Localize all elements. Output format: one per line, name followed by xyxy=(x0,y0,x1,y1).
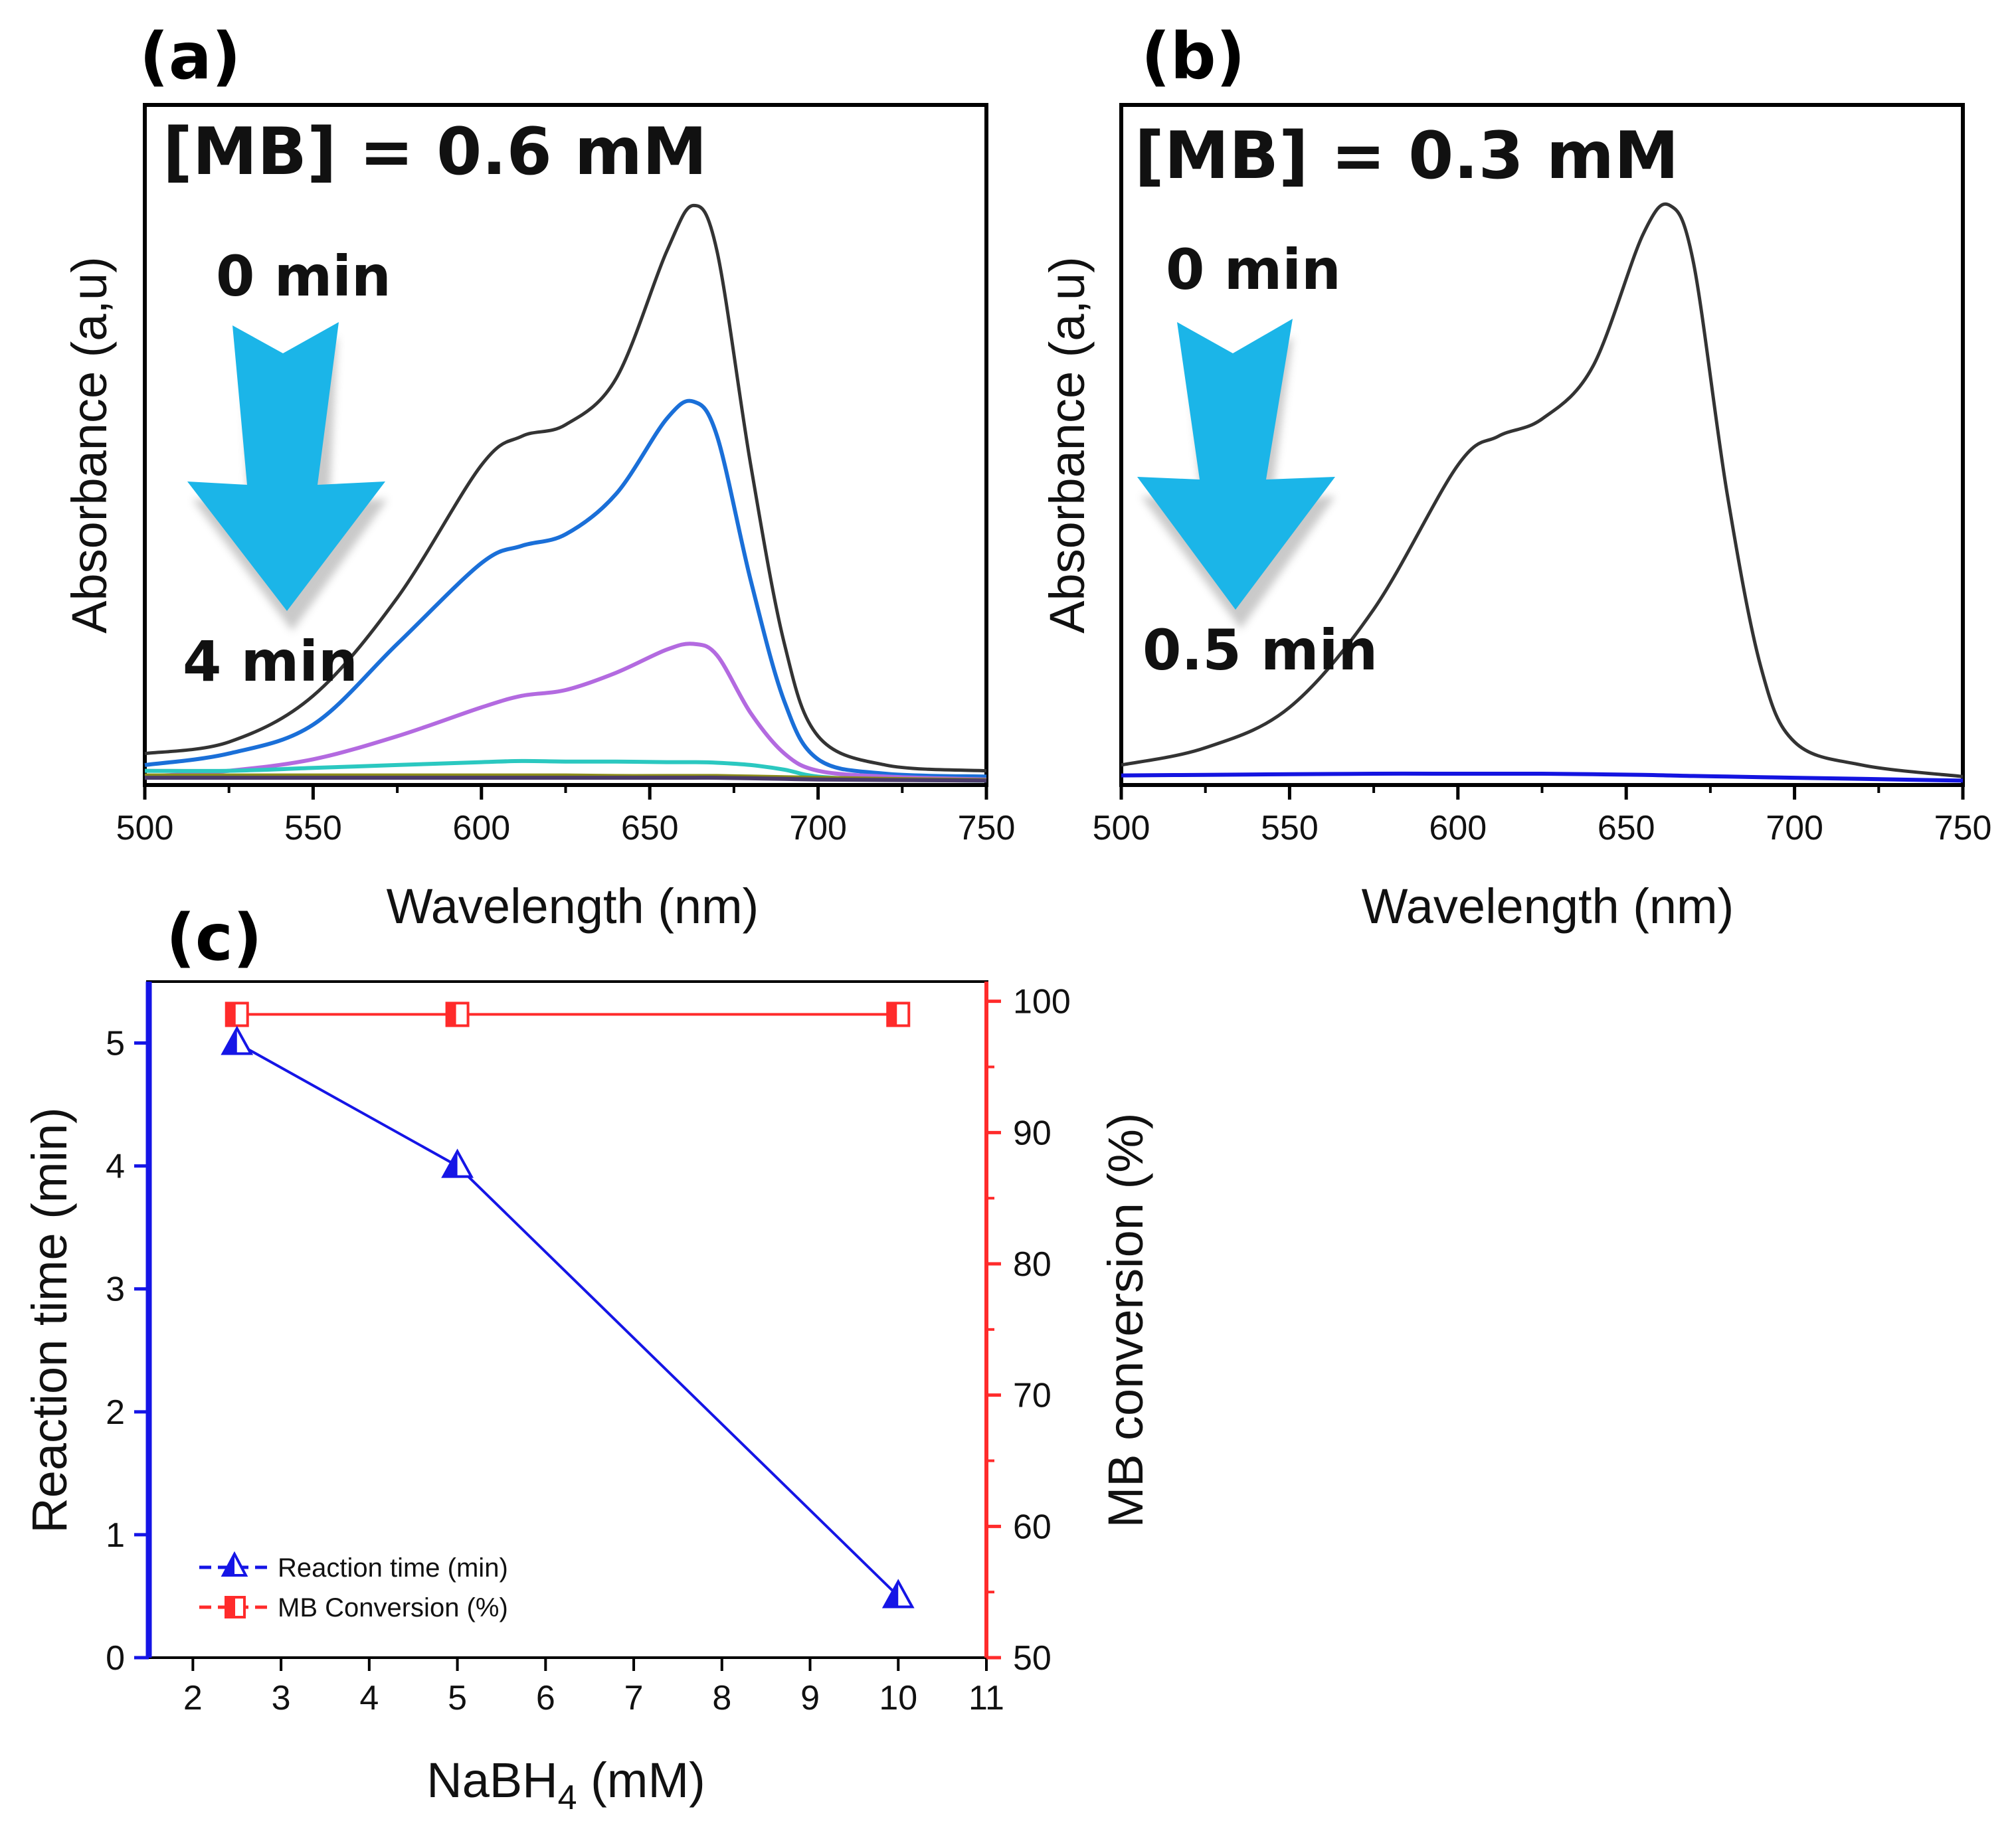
panel-c-left-tick-label: 1 xyxy=(106,1516,125,1555)
panel-c-left-tick-label: 0 xyxy=(106,1639,125,1678)
panel-c-legend: Reaction time (min) MB Conversion (%) xyxy=(199,1551,508,1622)
panel-b-x-tick-label: 600 xyxy=(1429,809,1487,847)
panel-c-x-axis-title-main: NaBH xyxy=(426,1753,557,1808)
legend-triangle-fill-icon xyxy=(223,1554,234,1575)
panel-c-right-tick-label: 80 xyxy=(1013,1245,1052,1284)
panel-c-x-tick-label: 8 xyxy=(712,1679,731,1717)
panel-a-x-tick-label: 650 xyxy=(621,809,679,847)
panel-c-x-tick-label: 11 xyxy=(968,1679,1004,1717)
legend-conversion-label: MB Conversion (%) xyxy=(278,1593,508,1622)
panel-b-x-axis-title: Wavelength (nm) xyxy=(1362,879,1734,934)
panel-c-conversion-marker-fill xyxy=(887,1003,897,1026)
panel-a-concentration: [MB] = 0.6 mM xyxy=(163,114,707,190)
legend-square-fill-icon xyxy=(226,1597,235,1617)
panel-c: (c) 2 3 4 5 6 7 8 9 10 11 0 1 2 3 4 5 50 60 70 80 90 100 Reac… xyxy=(22,901,1153,1817)
panel-c-left-axis-title: Reaction time (min) xyxy=(22,1107,77,1533)
panel-b-x-tick-label: 650 xyxy=(1598,809,1655,847)
panel-b-x-tick-label: 700 xyxy=(1766,809,1823,847)
panel-a-y-axis-title: Absorbance (a,u) xyxy=(62,256,117,634)
panel-c-label: (c) xyxy=(166,901,262,975)
panel-c-reaction-time-line xyxy=(236,1041,899,1597)
panel-c-left-tick-label: 2 xyxy=(106,1393,125,1432)
panel-c-x-tick-label: 4 xyxy=(359,1679,379,1717)
panel-b-x-tick-label: 500 xyxy=(1093,809,1150,847)
panel-b-curve-0 xyxy=(1121,202,1964,778)
panel-b-end-time: 0.5 min xyxy=(1143,618,1378,683)
panel-a-x-tick-label: 750 xyxy=(958,809,1016,847)
panel-a-x-ticks: 500 550 600 650 700 750 xyxy=(116,785,1016,847)
panel-a-x-tick-label: 550 xyxy=(284,809,342,847)
panel-a-arrow-icon xyxy=(187,322,387,631)
panel-b-down-arrow-icon xyxy=(1137,319,1335,610)
panel-b-x-tick-label: 750 xyxy=(1934,809,1992,847)
panel-a: (a) 500 550 600 650 700 750 [MB] = 0.6 mM 0 m… xyxy=(62,19,1015,934)
panel-c-x-tick-label: 6 xyxy=(536,1679,555,1717)
panel-b-start-time: 0 min xyxy=(1166,237,1341,302)
panel-b-curve-1 xyxy=(1121,771,1964,783)
panel-a-curves xyxy=(144,203,987,783)
panel-b-arrow-icon xyxy=(1137,319,1335,629)
panel-c-x-tick-label: 3 xyxy=(272,1679,291,1717)
panel-c-right-tick-label: 90 xyxy=(1013,1114,1052,1152)
panel-c-x-tick-label: 2 xyxy=(183,1679,203,1717)
panel-c-right-tick-label: 70 xyxy=(1013,1377,1052,1415)
panel-c-reaction-time-marker-fill xyxy=(443,1151,458,1177)
panel-a-end-time: 4 min xyxy=(183,629,358,694)
panel-c-x-tick-label: 7 xyxy=(624,1679,644,1717)
panel-c-series xyxy=(221,1002,915,1609)
panel-b-x-ticks: 500 550 600 650 700 750 xyxy=(1093,785,1992,847)
panel-c-left-tick-label: 4 xyxy=(106,1148,125,1186)
panel-b-x-tick-label: 550 xyxy=(1261,809,1319,847)
panel-a-curve-2 xyxy=(144,642,987,782)
panel-c-x-tick-label: 5 xyxy=(448,1679,467,1717)
panel-c-reaction-time-marker-fill xyxy=(223,1028,237,1054)
panel-c-right-tick-label: 100 xyxy=(1013,983,1071,1021)
panel-c-conversion-marker-fill xyxy=(446,1003,456,1026)
panel-c-x-axis-title-unit: (mM) xyxy=(577,1753,705,1808)
panel-c-x-tick-label: 9 xyxy=(800,1679,820,1717)
panel-b-y-axis-title: Absorbance (a,u) xyxy=(1040,256,1095,634)
panel-a-start-time: 0 min xyxy=(216,244,391,309)
panel-a-curve-5 xyxy=(144,776,987,783)
panel-a-x-tick-label: 700 xyxy=(789,809,847,847)
panel-c-right-axis-title: MB conversion (%) xyxy=(1098,1112,1153,1527)
panel-c-left-tick-label: 5 xyxy=(106,1025,125,1063)
panel-c-x-axis-title-subscript: 4 xyxy=(558,1779,577,1817)
panel-a-x-tick-label: 500 xyxy=(116,809,174,847)
panel-b: (b) 500 550 600 650 700 750 [MB] = 0.3 mM 0 m… xyxy=(1040,19,1991,934)
panel-a-x-axis-title: Wavelength (nm) xyxy=(387,879,759,934)
panel-c-left-tick-label: 3 xyxy=(106,1270,125,1309)
panel-a-down-arrow-icon xyxy=(187,322,385,611)
panel-a-curve-1 xyxy=(144,398,987,779)
panel-a-x-tick-label: 600 xyxy=(452,809,510,847)
panel-b-label: (b) xyxy=(1141,19,1245,94)
panel-b-curves xyxy=(1121,202,1964,783)
panel-c-right-tick-label: 50 xyxy=(1013,1639,1052,1678)
panel-c-reaction-time-marker-fill xyxy=(884,1581,899,1607)
panel-c-right-tick-label: 60 xyxy=(1013,1508,1052,1546)
panel-c-x-axis-title: NaBH4 (mM) xyxy=(426,1753,705,1817)
panel-a-curve-0 xyxy=(144,203,987,773)
panel-b-concentration: [MB] = 0.3 mM xyxy=(1135,118,1679,194)
legend-reaction-time-label: Reaction time (min) xyxy=(278,1553,508,1583)
panel-a-label: (a) xyxy=(139,19,241,94)
panel-c-conversion-marker-fill xyxy=(226,1003,236,1026)
panel-c-axis-ticks: 2 3 4 5 6 7 8 9 10 11 0 1 2 3 4 5 50 60 70 80 90 100 xyxy=(106,983,1071,1717)
panel-c-x-tick-label: 10 xyxy=(879,1679,917,1717)
